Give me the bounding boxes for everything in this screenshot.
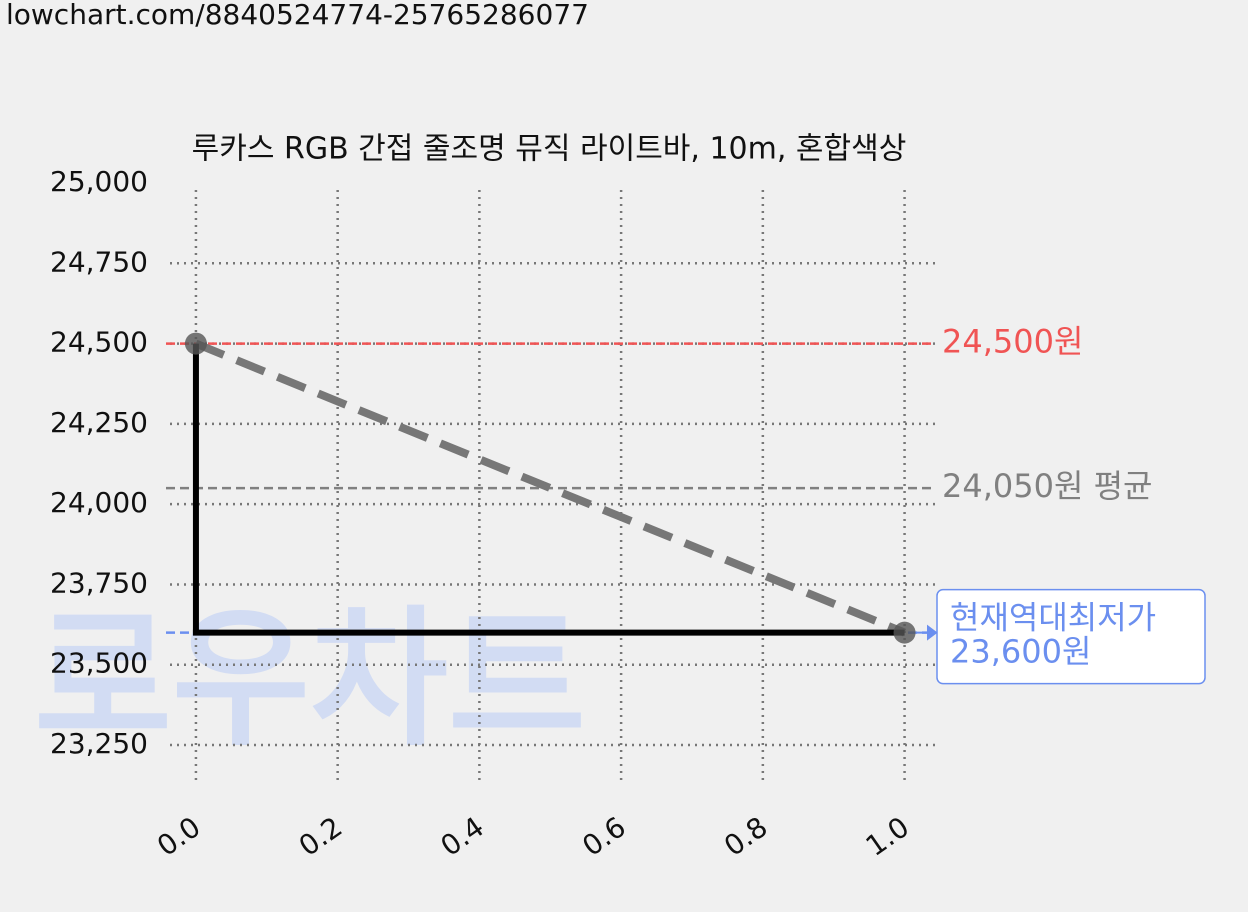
arrow: [916, 624, 938, 641]
reference-label: 23,600원: [950, 633, 1091, 671]
y-tick-label: 23,750: [50, 566, 148, 599]
point: [184, 332, 207, 355]
y-tick-label: 23,250: [50, 727, 148, 760]
y-tick-label: 25,000: [50, 165, 148, 198]
x-tick-label: 0.6: [576, 810, 631, 863]
reference-label: 현재역대최저가: [950, 599, 1156, 637]
reference-label: 24,050원 평균: [942, 467, 1152, 505]
y-tick-label: 23,500: [50, 647, 148, 680]
x-tick-label: 0.2: [293, 810, 348, 863]
y-tick-label: 24,000: [50, 486, 148, 519]
reference-label: 24,500원: [942, 323, 1083, 361]
label-box: [936, 588, 1206, 685]
x-tick-label: 0.8: [718, 810, 773, 863]
x-tick-label: 0.0: [151, 810, 206, 863]
trend-line: [194, 339, 907, 637]
point: [893, 621, 916, 644]
x-tick-label: 1.0: [860, 810, 915, 863]
url: lowchart.com/8840524774-25765286077: [6, 0, 589, 31]
chart-title: 루카스 RGB 간접 줄조명 뮤직 라이트바, 10m, 혼합색상: [192, 132, 907, 167]
watermark: 로우차트: [34, 593, 586, 767]
y-tick-label: 24,250: [50, 406, 148, 439]
x-tick-label: 0.4: [435, 810, 490, 863]
y-tick-label: 24,750: [50, 245, 148, 278]
y-tick-label: 24,500: [50, 326, 148, 359]
